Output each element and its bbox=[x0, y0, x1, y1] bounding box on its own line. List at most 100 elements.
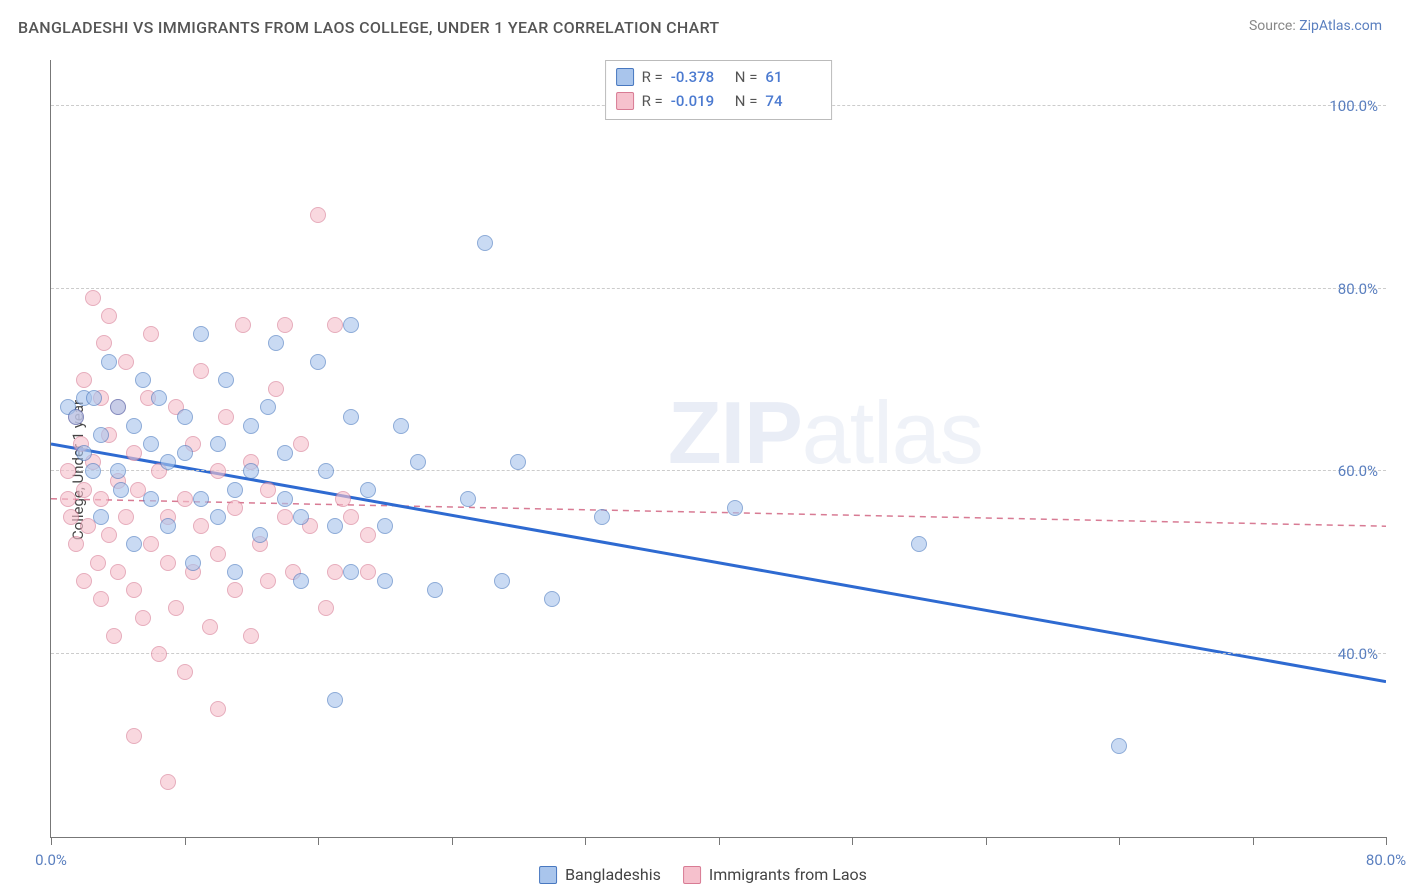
data-point bbox=[235, 317, 251, 333]
data-point bbox=[118, 354, 134, 370]
data-point bbox=[68, 536, 84, 552]
data-point bbox=[327, 692, 343, 708]
data-point bbox=[101, 308, 117, 324]
gridline bbox=[51, 653, 1386, 654]
data-point bbox=[243, 628, 259, 644]
legend-item-pink: Immigrants from Laos bbox=[683, 865, 867, 884]
data-point bbox=[193, 518, 209, 534]
data-point bbox=[126, 418, 142, 434]
y-tick-label: 60.0% bbox=[1338, 462, 1378, 480]
data-point bbox=[243, 463, 259, 479]
data-point bbox=[1111, 738, 1127, 754]
data-point bbox=[227, 482, 243, 498]
data-point bbox=[277, 491, 293, 507]
data-point bbox=[277, 317, 293, 333]
data-point bbox=[110, 463, 126, 479]
chart-title: BANGLADESHI VS IMMIGRANTS FROM LAOS COLL… bbox=[18, 18, 719, 37]
legend-label-pink: Immigrants from Laos bbox=[709, 865, 867, 884]
scatter-plot: R = -0.378 N = 61 R = -0.019 N = 74 ZIPa… bbox=[50, 60, 1386, 838]
data-point bbox=[210, 509, 226, 525]
data-point bbox=[210, 436, 226, 452]
data-point bbox=[327, 317, 343, 333]
data-point bbox=[277, 509, 293, 525]
data-point bbox=[110, 564, 126, 580]
x-tick bbox=[986, 837, 987, 845]
data-point bbox=[427, 582, 443, 598]
x-tick bbox=[452, 837, 453, 845]
data-point bbox=[76, 372, 92, 388]
data-point bbox=[193, 326, 209, 342]
data-point bbox=[151, 390, 167, 406]
legend-row-blue: R = -0.378 N = 61 bbox=[616, 65, 822, 89]
data-point bbox=[310, 354, 326, 370]
data-point bbox=[113, 482, 129, 498]
data-point bbox=[126, 536, 142, 552]
swatch-pink-icon bbox=[683, 866, 701, 884]
legend-item-blue: Bangladeshis bbox=[539, 865, 661, 884]
data-point bbox=[193, 491, 209, 507]
data-point bbox=[210, 701, 226, 717]
data-point bbox=[101, 354, 117, 370]
data-point bbox=[110, 399, 126, 415]
data-point bbox=[260, 573, 276, 589]
y-tick-label: 80.0% bbox=[1338, 280, 1378, 298]
data-point bbox=[185, 555, 201, 571]
x-tick bbox=[318, 837, 319, 845]
data-point bbox=[177, 445, 193, 461]
data-point bbox=[293, 573, 309, 589]
data-point bbox=[168, 600, 184, 616]
n-label: N = bbox=[735, 65, 758, 89]
r-label: R = bbox=[642, 89, 663, 113]
data-point bbox=[360, 527, 376, 543]
x-tick-label: 0.0% bbox=[35, 851, 67, 869]
trendline-blue bbox=[51, 444, 1386, 682]
data-point bbox=[218, 372, 234, 388]
data-point bbox=[227, 582, 243, 598]
y-tick-label: 100.0% bbox=[1329, 97, 1378, 115]
data-point bbox=[85, 463, 101, 479]
watermark: ZIPatlas bbox=[668, 382, 983, 484]
data-point bbox=[101, 527, 117, 543]
x-tick bbox=[1386, 837, 1387, 845]
data-point bbox=[86, 390, 102, 406]
r-value-blue: -0.378 bbox=[671, 65, 727, 89]
source-link[interactable]: ZipAtlas.com bbox=[1299, 18, 1382, 34]
data-point bbox=[93, 591, 109, 607]
data-point bbox=[911, 536, 927, 552]
data-point bbox=[143, 536, 159, 552]
data-point bbox=[93, 491, 109, 507]
x-tick bbox=[852, 837, 853, 845]
data-point bbox=[327, 564, 343, 580]
data-point bbox=[360, 564, 376, 580]
data-point bbox=[360, 482, 376, 498]
data-point bbox=[393, 418, 409, 434]
data-point bbox=[260, 482, 276, 498]
correlation-legend: R = -0.378 N = 61 R = -0.019 N = 74 bbox=[605, 60, 833, 120]
data-point bbox=[202, 619, 218, 635]
data-point bbox=[310, 207, 326, 223]
x-tick bbox=[719, 837, 720, 845]
x-tick bbox=[1119, 837, 1120, 845]
data-point bbox=[218, 409, 234, 425]
data-point bbox=[544, 591, 560, 607]
data-point bbox=[210, 546, 226, 562]
data-point bbox=[594, 509, 610, 525]
data-point bbox=[160, 454, 176, 470]
data-point bbox=[318, 463, 334, 479]
data-point bbox=[260, 399, 276, 415]
data-point bbox=[76, 445, 92, 461]
trendlines-layer bbox=[51, 60, 1386, 837]
source-prefix: Source: bbox=[1249, 18, 1299, 34]
data-point bbox=[477, 235, 493, 251]
data-point bbox=[252, 527, 268, 543]
data-point bbox=[210, 463, 226, 479]
data-point bbox=[410, 454, 426, 470]
data-point bbox=[85, 290, 101, 306]
data-point bbox=[135, 610, 151, 626]
data-point bbox=[93, 427, 109, 443]
chart-header: BANGLADESHI VS IMMIGRANTS FROM LAOS COLL… bbox=[0, 0, 1406, 45]
data-point bbox=[510, 454, 526, 470]
y-tick-label: 40.0% bbox=[1338, 645, 1378, 663]
x-tick bbox=[51, 837, 52, 845]
data-point bbox=[268, 381, 284, 397]
